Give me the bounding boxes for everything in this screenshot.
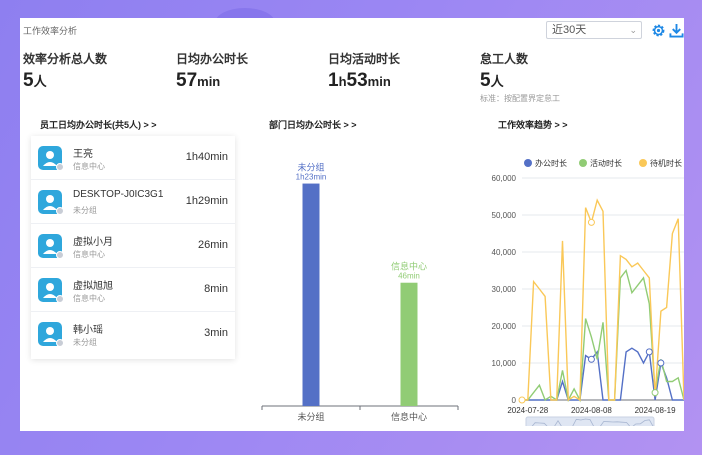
stat-label: 怠工人数 xyxy=(480,52,529,66)
series-line xyxy=(522,268,684,403)
x-tick-label: 未分组 xyxy=(297,411,324,422)
dashboard-panel: 工作效率分析 近30天 ⌄ 效率分析总人数 5人 日均办公时长 57min 日均… xyxy=(20,18,684,431)
gear-icon[interactable] xyxy=(651,23,666,38)
user-icon xyxy=(43,239,57,254)
employee-panel-title[interactable]: 员工日均办公时长(共5人) > > xyxy=(40,120,157,130)
x-tick-label: 2024-08-19 xyxy=(635,406,676,415)
y-tick-label: 50,000 xyxy=(492,211,517,220)
stat-value: 57min xyxy=(176,70,221,91)
employee-name: 虚拟小月 xyxy=(73,237,113,248)
data-point xyxy=(657,359,665,367)
x-tick-label: 信息中心 xyxy=(391,411,427,422)
status-dot xyxy=(56,339,64,347)
app-title: 工作效率分析 xyxy=(23,26,78,36)
employee-duration: 1h40min xyxy=(185,151,228,163)
data-point xyxy=(518,396,526,404)
legend-marker xyxy=(524,159,532,167)
avatar xyxy=(38,190,64,215)
y-tick-label: 60,000 xyxy=(492,174,517,183)
x-tick-label: 2024-08-08 xyxy=(571,406,612,415)
employee-name: 韩小瑶 xyxy=(73,325,103,336)
data-point xyxy=(651,389,659,397)
employee-list: 王亮 信息中心 1h40min DESKTOP-J0IC3G1 未分组 1h29… xyxy=(31,136,235,359)
stat-total-people: 效率分析总人数 5人 xyxy=(23,50,107,92)
legend-label: 待机时长 xyxy=(650,158,682,168)
list-item[interactable]: 虚拟小月 信息中心 26min xyxy=(31,224,235,268)
trend-line-chart: 办公时长 活动时长 待机时长 0 10,000 20,000 30,000 40,000 50,… xyxy=(492,158,684,426)
legend-marker xyxy=(579,159,587,167)
avatar xyxy=(38,278,64,303)
bar xyxy=(302,183,320,406)
data-point xyxy=(587,218,595,226)
download-icon[interactable] xyxy=(669,23,684,38)
employee-name: 王亮 xyxy=(73,149,93,160)
user-icon xyxy=(43,151,57,166)
y-tick-label: 0 xyxy=(512,396,517,405)
x-tick-label: 2024-07-28 xyxy=(507,406,548,415)
bar-data-label: 信息中心 xyxy=(391,261,427,272)
dept-panel-title[interactable]: 部门日均办公时长 > > xyxy=(269,120,357,130)
bar-data-label: 46min xyxy=(398,272,420,281)
series-line xyxy=(522,347,684,401)
employee-dept: 未分组 xyxy=(73,338,97,347)
employee-dept: 信息中心 xyxy=(73,162,105,171)
bar-data-label: 未分组 xyxy=(297,162,324,173)
period-select[interactable]: 近30天 ⌄ xyxy=(546,21,642,39)
stat-note: 标准：按配置界定怠工 xyxy=(480,94,560,103)
avatar xyxy=(38,146,64,171)
data-point xyxy=(645,348,653,356)
stat-value: 5人 xyxy=(480,70,504,91)
employee-duration: 26min xyxy=(198,239,228,251)
user-icon xyxy=(43,283,57,298)
y-tick-label: 30,000 xyxy=(492,285,517,294)
avatar xyxy=(38,234,64,259)
bar-data-label: 1h23min xyxy=(296,173,327,182)
series-line xyxy=(522,198,684,402)
list-item[interactable]: 韩小瑶 未分组 3min xyxy=(31,312,235,356)
bar xyxy=(400,282,418,406)
legend-marker xyxy=(639,159,647,167)
period-select-value: 近30天 xyxy=(552,24,587,36)
employee-duration: 3min xyxy=(204,327,228,339)
status-dot xyxy=(56,163,64,171)
stat-label: 日均活动时长 xyxy=(328,52,401,66)
status-dot xyxy=(56,207,64,215)
list-item[interactable]: 虚拟旭旭 信息中心 8min xyxy=(31,268,235,312)
employee-name: 虚拟旭旭 xyxy=(73,281,113,292)
stat-value: 5人 xyxy=(23,70,47,91)
data-zoom-preview xyxy=(531,418,654,426)
stat-label: 日均办公时长 xyxy=(176,52,249,66)
stat-idle-people: 怠工人数 5人 标准：按配置界定怠工 xyxy=(480,50,560,104)
employee-dept: 信息中心 xyxy=(73,294,105,303)
data-point xyxy=(587,355,595,363)
list-item[interactable]: 王亮 信息中心 1h40min xyxy=(31,136,235,180)
employee-name: DESKTOP-J0IC3G1 xyxy=(73,189,164,200)
employee-dept: 信息中心 xyxy=(73,250,105,259)
avatar xyxy=(38,322,64,347)
stat-value: 1h53min xyxy=(328,70,391,91)
stat-label: 效率分析总人数 xyxy=(23,52,108,66)
stat-avg-office-time: 日均办公时长 57min xyxy=(176,50,248,92)
y-tick-label: 20,000 xyxy=(492,322,517,331)
status-dot xyxy=(56,251,64,259)
y-tick-label: 10,000 xyxy=(492,359,517,368)
top-bar: 工作效率分析 近30天 ⌄ xyxy=(20,18,684,44)
user-icon xyxy=(43,327,57,342)
legend-label: 办公时长 xyxy=(535,158,567,168)
user-icon xyxy=(43,195,57,210)
status-dot xyxy=(56,295,64,303)
stat-avg-active-time: 日均活动时长 1h53min xyxy=(328,50,400,92)
data-zoom-slider xyxy=(525,416,655,426)
employee-duration: 1h29min xyxy=(185,195,228,207)
legend-label: 活动时长 xyxy=(590,158,622,168)
trend-panel-title[interactable]: 工作效率趋势 > > xyxy=(498,120,568,130)
y-tick-label: 40,000 xyxy=(492,248,517,257)
list-item[interactable]: DESKTOP-J0IC3G1 未分组 1h29min xyxy=(31,180,235,224)
chevron-down-icon: ⌄ xyxy=(629,25,637,35)
employee-duration: 8min xyxy=(204,283,228,295)
employee-dept: 未分组 xyxy=(73,206,97,215)
